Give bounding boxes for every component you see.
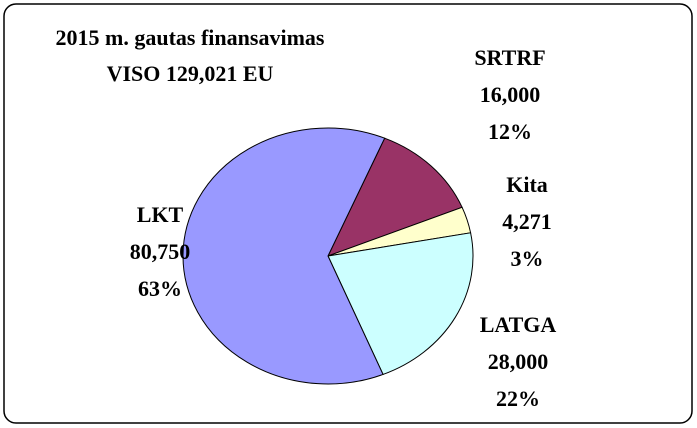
slice-percent-label: 63% [138, 276, 182, 301]
slice-percent-label: 22% [496, 386, 540, 411]
chart-subtitle: VISO 129,021 EU [107, 61, 274, 86]
slice-percent-label: 12% [488, 119, 532, 144]
slice-percent-label: 3% [511, 246, 544, 271]
slice-label: Kita [506, 172, 548, 197]
slice-value-label: 28,000 [488, 349, 549, 374]
chart-title: 2015 m. gautas finansavimas [56, 25, 325, 50]
pie-slice [182, 127, 386, 385]
slice-label: LATGA [480, 312, 557, 337]
slice-value-label: 4,271 [502, 209, 552, 234]
pie-slice [327, 137, 463, 257]
slice-value-label: 16,000 [480, 82, 541, 107]
slice-label: SRTRF [474, 45, 545, 70]
pie-slice [327, 232, 474, 376]
slice-value-label: 80,750 [130, 239, 191, 264]
slice-label: LKT [137, 202, 184, 227]
